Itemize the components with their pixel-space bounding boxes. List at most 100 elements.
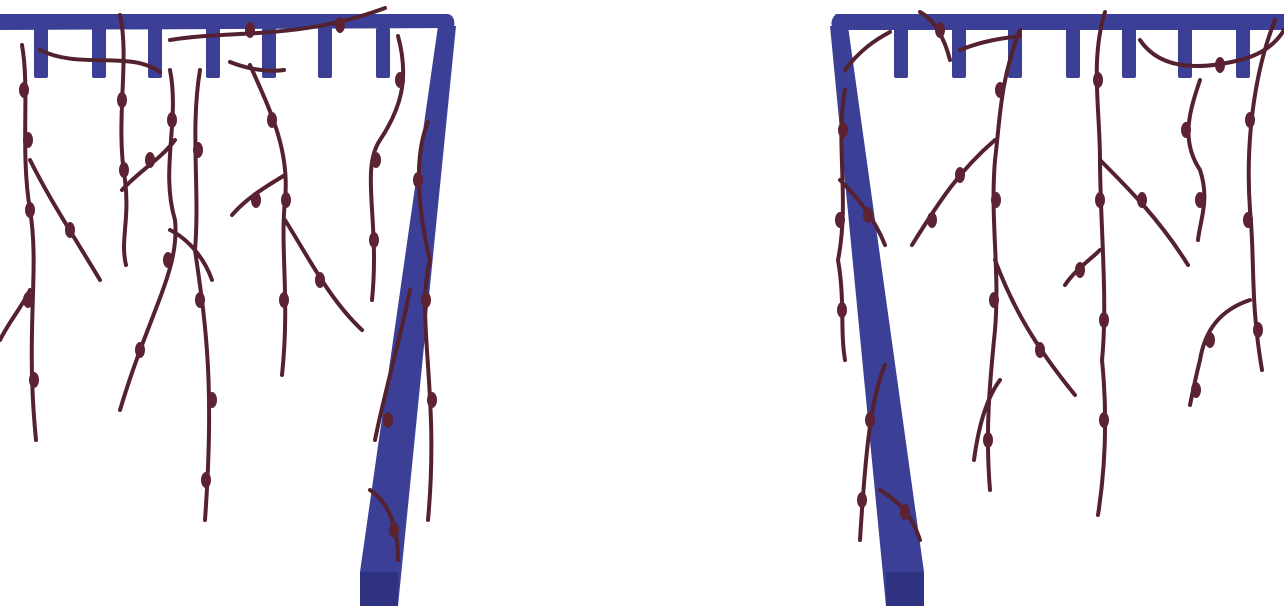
leaf: [279, 292, 289, 308]
leaf: [369, 232, 379, 248]
left-vine: [373, 288, 412, 442]
leaf: [989, 292, 999, 308]
right-vine: [858, 363, 887, 542]
leaf: [1181, 122, 1191, 138]
leaf: [955, 167, 965, 183]
leaf: [371, 152, 381, 168]
right-vine: [972, 378, 1002, 462]
leaf: [927, 212, 937, 228]
left-vine-leaves: [19, 17, 437, 538]
leaf: [1099, 412, 1109, 428]
leaf: [427, 392, 437, 408]
leaf: [1093, 72, 1103, 88]
right-peg: [894, 28, 908, 78]
left-vine: [248, 63, 288, 377]
right-vine: [843, 30, 892, 72]
leaf: [1195, 192, 1205, 208]
leaf: [167, 112, 177, 128]
leaf: [383, 412, 393, 428]
leaf: [1075, 262, 1085, 278]
leaf: [281, 192, 291, 208]
leaf: [1035, 342, 1045, 358]
right-vine: [1098, 158, 1190, 267]
right-vine: [1186, 78, 1207, 242]
right-vine: [1138, 28, 1284, 68]
leaf: [857, 492, 867, 508]
leaf: [1137, 192, 1147, 208]
leaf: [315, 272, 325, 288]
leaf: [835, 212, 845, 228]
leaf: [251, 192, 261, 208]
leaf: [991, 192, 1001, 208]
leaf: [25, 202, 35, 218]
left-vine: [368, 488, 400, 562]
left-vine: [416, 120, 434, 522]
leaf: [193, 142, 203, 158]
right-peg: [1066, 28, 1080, 78]
right-pergola-sprite: [830, 10, 1284, 606]
left-peg: [318, 28, 332, 78]
leaf: [29, 372, 39, 388]
leaf: [935, 22, 945, 38]
leaf: [995, 82, 1005, 98]
leaf: [163, 252, 173, 268]
left-slanted-post: [360, 26, 456, 606]
left-vine: [192, 68, 212, 522]
right-vine: [1246, 18, 1277, 372]
leaf: [23, 292, 33, 308]
right-peg: [1008, 28, 1022, 78]
leaf: [245, 22, 255, 38]
left-hanging-vines: [0, 6, 434, 562]
right-peg: [1178, 28, 1192, 78]
leaf: [335, 17, 345, 33]
right-vine: [1094, 10, 1108, 517]
leaf: [1205, 332, 1215, 348]
leaf: [983, 432, 993, 448]
right-crossbeam: [831, 14, 1284, 30]
left-peg: [92, 28, 106, 78]
right-peg: [1122, 28, 1136, 78]
leaf: [413, 172, 423, 188]
leaf: [837, 302, 847, 318]
left-crossbeam: [0, 14, 455, 30]
leaf: [135, 342, 145, 358]
leaf: [395, 72, 405, 88]
left-vine: [38, 48, 162, 74]
right-vine: [985, 28, 1022, 492]
left-peg: [262, 28, 276, 78]
leaf: [267, 112, 277, 128]
leaf: [1095, 192, 1105, 208]
leaf: [421, 292, 431, 308]
leaf: [1099, 312, 1109, 328]
leaf: [119, 162, 129, 178]
right-peg: [952, 28, 966, 78]
leaf: [838, 122, 848, 138]
leaf: [19, 82, 29, 98]
right-peg: [1236, 28, 1250, 78]
right-post-shade: [886, 572, 924, 606]
leaf: [389, 522, 399, 538]
left-vine: [168, 228, 214, 282]
left-peg: [376, 28, 390, 78]
leaf: [1253, 322, 1263, 338]
leaf: [65, 222, 75, 238]
left-vine: [28, 158, 102, 282]
left-pergola-sprite: [0, 6, 456, 606]
leaf: [1215, 57, 1225, 73]
left-vine: [168, 6, 387, 42]
left-vine: [228, 60, 286, 73]
leaf: [145, 152, 155, 168]
right-vine: [910, 138, 997, 247]
right-vine-leaves: [835, 22, 1263, 520]
leaf: [195, 292, 205, 308]
leaf: [207, 392, 217, 408]
leaf: [201, 472, 211, 488]
left-post-shade: [360, 572, 398, 606]
leaf: [900, 504, 910, 520]
leaf: [1245, 112, 1255, 128]
left-peg: [34, 28, 48, 78]
leaf: [23, 132, 33, 148]
leaf: [117, 92, 127, 108]
leaf: [1191, 382, 1201, 398]
